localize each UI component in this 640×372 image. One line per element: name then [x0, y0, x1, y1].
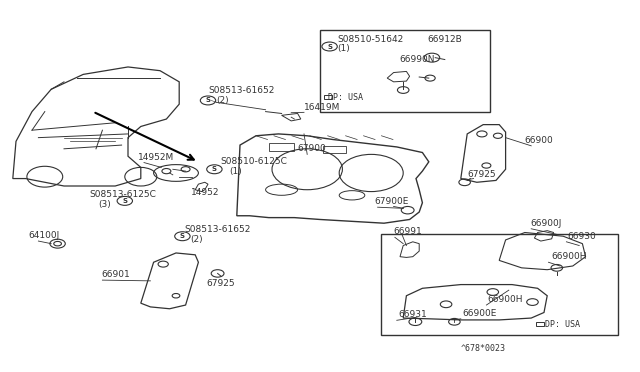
Text: 67900E: 67900E	[374, 198, 409, 206]
Text: 66901: 66901	[101, 270, 130, 279]
Text: (3): (3)	[98, 200, 111, 209]
Text: 66930: 66930	[568, 232, 596, 241]
Text: 16419M: 16419M	[304, 103, 340, 112]
Text: 66900: 66900	[525, 136, 554, 145]
Text: 66900J: 66900J	[530, 219, 561, 228]
Text: S: S	[180, 233, 185, 239]
Text: DP: USA: DP: USA	[545, 320, 580, 328]
Text: S: S	[205, 97, 211, 103]
Text: S: S	[212, 166, 217, 172]
Text: 66990N: 66990N	[399, 55, 435, 64]
Text: ^678*0023: ^678*0023	[461, 344, 506, 353]
Text: (2): (2)	[216, 96, 229, 105]
Text: S08513-61652: S08513-61652	[208, 86, 275, 95]
Text: S: S	[327, 44, 332, 49]
Text: 66900E: 66900E	[462, 309, 497, 318]
Text: (1): (1)	[229, 167, 242, 176]
Text: (1): (1)	[337, 44, 350, 53]
Text: 66991: 66991	[394, 227, 422, 236]
Text: S08510-6125C: S08510-6125C	[221, 157, 287, 166]
Text: 66900H: 66900H	[488, 295, 523, 304]
Text: S: S	[122, 198, 127, 204]
Text: 66931: 66931	[398, 310, 427, 319]
Text: S08510-51642: S08510-51642	[337, 35, 404, 44]
Text: S08513-61652: S08513-61652	[184, 225, 251, 234]
Text: 66900H: 66900H	[552, 252, 587, 261]
Text: 67925: 67925	[206, 279, 235, 288]
Text: 67925: 67925	[467, 170, 496, 179]
Text: 64100J: 64100J	[29, 231, 60, 240]
Text: 14952M: 14952M	[138, 153, 174, 162]
Text: S08513-6125C: S08513-6125C	[90, 190, 156, 199]
Text: DP: USA: DP: USA	[328, 93, 364, 102]
Text: 66912B: 66912B	[427, 35, 461, 44]
Text: 14952: 14952	[191, 188, 220, 197]
Text: (2): (2)	[191, 235, 204, 244]
Text: 67900: 67900	[297, 144, 326, 153]
